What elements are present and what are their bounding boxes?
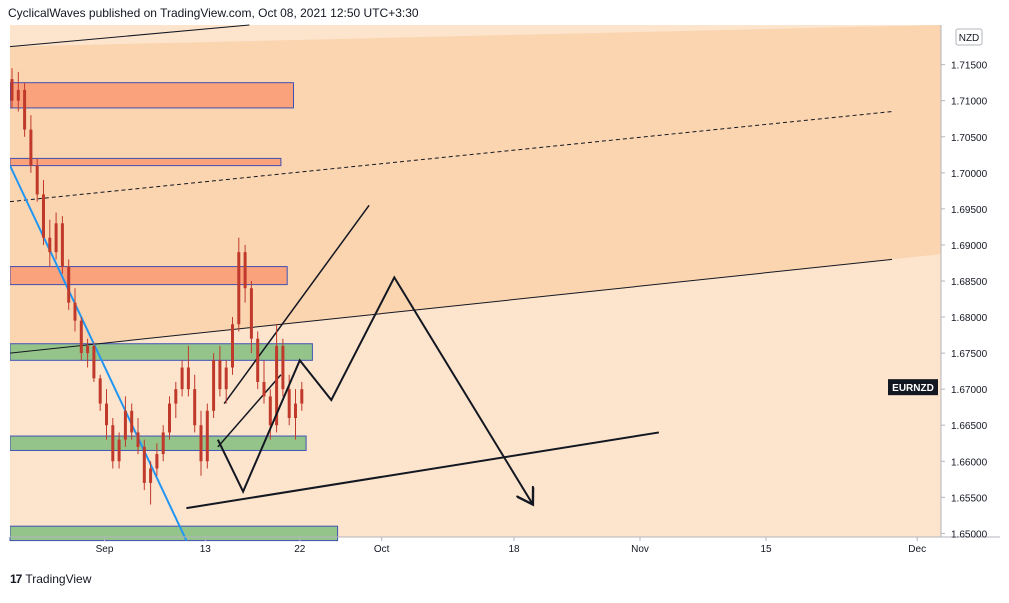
candle-body xyxy=(86,345,90,354)
candle-body xyxy=(10,79,14,101)
candle-body xyxy=(98,378,102,404)
candle-body xyxy=(161,432,165,455)
x-tick-label: 22 xyxy=(294,544,306,555)
candle-body xyxy=(237,252,241,325)
tradingview-brand: TradingView xyxy=(25,572,92,586)
y-tick-label: 1.71000 xyxy=(951,97,988,108)
resistance-zone-2 xyxy=(9,157,282,167)
x-tick-label: Dec xyxy=(908,544,926,555)
candle-body xyxy=(262,381,266,397)
resistance-zone-1 xyxy=(9,82,294,109)
candle-body xyxy=(60,223,64,267)
candle-body xyxy=(149,468,153,483)
y-tick-label: 1.68000 xyxy=(951,313,988,324)
tradingview-logo-icon: 17 xyxy=(10,572,22,586)
trendlines-layer xyxy=(9,24,893,542)
y-tick-label: 1.65000 xyxy=(951,529,988,540)
candle-body xyxy=(123,410,127,440)
candle-body xyxy=(168,403,171,433)
candle-body xyxy=(23,89,27,130)
candle-body xyxy=(174,389,178,404)
x-tick-label: Nov xyxy=(631,544,649,555)
y-tick-label: 1.70500 xyxy=(951,133,988,144)
candles-layer xyxy=(10,68,304,505)
candle-body xyxy=(193,389,197,426)
y-tick-label: 1.69500 xyxy=(951,205,988,216)
candle-body xyxy=(54,223,58,253)
candle-body xyxy=(136,432,140,447)
rising-support-line xyxy=(186,431,660,510)
candle-body xyxy=(300,389,304,404)
upper-channel-top xyxy=(9,24,250,48)
mid-dashed-line xyxy=(9,111,893,203)
candle-body xyxy=(67,266,71,303)
symbol-badge xyxy=(888,379,938,396)
candle-body xyxy=(218,360,222,390)
candle-body xyxy=(92,345,96,379)
candle-body xyxy=(275,345,279,426)
x-tick-label: Sep xyxy=(96,544,114,555)
x-tick-label: 18 xyxy=(508,544,520,555)
left-margin xyxy=(0,25,10,537)
publisher-caption: CyclicalWaves published on TradingView.c… xyxy=(8,6,419,20)
candle-body xyxy=(212,360,216,411)
candle-body xyxy=(117,439,121,462)
candle-body xyxy=(199,425,203,462)
rising-channel-upper xyxy=(223,204,370,405)
candle-body xyxy=(287,389,291,419)
candle-body xyxy=(231,324,234,368)
y-tick-label: 1.66000 xyxy=(951,457,988,468)
x-tick-label: Oct xyxy=(374,544,390,555)
candle-body xyxy=(48,237,52,253)
candle-body xyxy=(42,194,45,238)
y-tick-label: 1.70000 xyxy=(951,169,988,180)
x-tick-label: 15 xyxy=(760,544,772,555)
candle-body xyxy=(142,446,146,483)
candle-body xyxy=(243,252,247,289)
wave-projection-layer xyxy=(217,275,533,504)
y-tick-label: 1.65500 xyxy=(951,493,988,504)
y-tick-label: 1.67000 xyxy=(951,385,988,396)
symbol-badge-label: EURNZD xyxy=(892,383,934,394)
currency-badge xyxy=(955,28,983,46)
candle-body xyxy=(186,367,190,390)
y-tick-label: 1.66500 xyxy=(951,421,988,432)
channel-base-line xyxy=(9,258,893,354)
candle-body xyxy=(111,425,115,462)
candle-body xyxy=(155,454,159,469)
footer: 17 TradingView xyxy=(10,572,91,586)
candle-body xyxy=(130,410,134,433)
candle-body xyxy=(281,345,285,390)
wave-projection-path xyxy=(217,275,533,504)
candle-body xyxy=(256,338,260,382)
candle-body xyxy=(249,288,253,339)
price-axis-bg xyxy=(941,25,1000,537)
candle-body xyxy=(16,89,20,101)
candle-body xyxy=(35,165,39,195)
descending-trendline xyxy=(9,165,188,542)
candle-body xyxy=(180,367,184,390)
support-zone-3 xyxy=(9,525,339,542)
candle-body xyxy=(73,302,77,321)
y-tick-label: 1.67500 xyxy=(951,349,988,360)
candle-body xyxy=(205,410,209,462)
y-tick-label: 1.69000 xyxy=(951,241,988,252)
x-tick-label: 13 xyxy=(200,544,212,555)
candle-body xyxy=(79,320,83,354)
rising-channel-lower xyxy=(217,374,282,448)
y-tick-label: 1.71500 xyxy=(951,61,988,72)
candle-body xyxy=(224,367,228,390)
candle-body xyxy=(268,396,272,426)
currency-badge-label: NZD xyxy=(959,33,980,44)
candle-body xyxy=(29,129,33,166)
candle-body xyxy=(105,403,108,426)
candle-body xyxy=(294,403,297,419)
axes-layer: 1.71500 1.71000 1.70500 1.70000 1.69500 1.690… xyxy=(0,25,1000,555)
y-tick-label: 1.68500 xyxy=(951,277,988,288)
